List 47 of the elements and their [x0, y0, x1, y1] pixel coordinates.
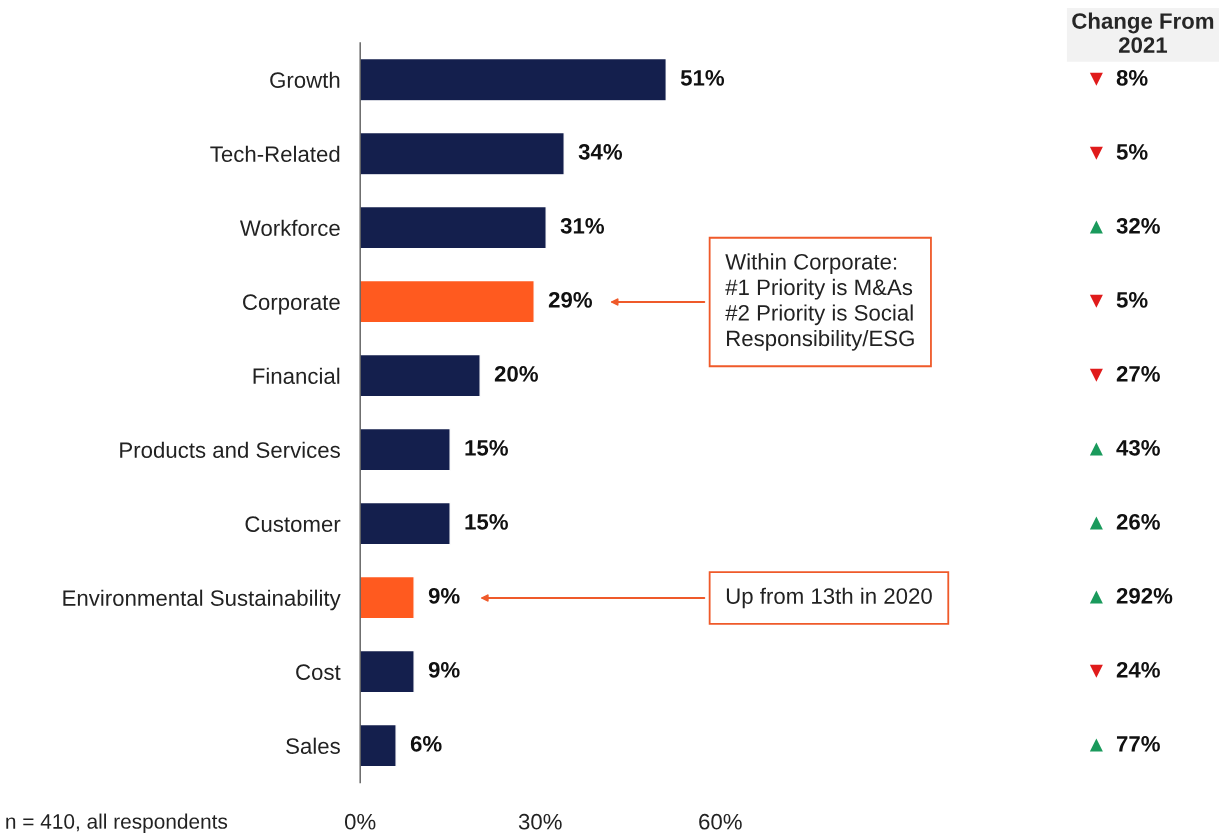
- y-tick-label: Sales: [286, 737, 340, 754]
- data-label: 6%: [410, 735, 442, 752]
- text: ▲ 32%: [1089, 217, 1160, 234]
- data-label: 9%: [428, 661, 460, 678]
- bar: [360, 131, 565, 176]
- y-tick-label: Environmental Sustainability: [63, 589, 341, 611]
- y-tick-label: Corporate: [243, 294, 340, 315]
- bar: [360, 353, 481, 398]
- bar: [360, 279, 535, 324]
- text: ▼ 27%: [1089, 365, 1160, 382]
- text: Up from 13th in 2020: [726, 587, 932, 609]
- data-label: 9%: [428, 587, 460, 604]
- text: n = 410, all respondents: [6, 813, 228, 833]
- y-tick-label: Products and Services: [120, 441, 340, 458]
- x-tick-label: 0%: [344, 813, 376, 830]
- text: ▲ 43%: [1089, 439, 1160, 456]
- data-label: 51%: [680, 70, 725, 86]
- data-label: 15%: [465, 513, 508, 530]
- x-tick-label: 30%: [518, 813, 562, 830]
- bar: [360, 501, 451, 546]
- text: ▲ 77%: [1089, 735, 1160, 752]
- data-label: 29%: [548, 291, 592, 308]
- text: ▲ 26%: [1089, 513, 1160, 530]
- text: ▼ 24%: [1089, 661, 1160, 678]
- x-tick-label: 60%: [699, 813, 742, 830]
- text: ▼ 5%: [1089, 292, 1148, 308]
- bar: [360, 427, 451, 472]
- data-label: 20%: [494, 365, 538, 382]
- y-tick-label: Cost: [296, 664, 341, 680]
- bar: [360, 723, 397, 768]
- y-tick-label: Customer: [245, 516, 341, 532]
- bar: [360, 575, 415, 620]
- text: ▼ 5%: [1089, 144, 1148, 160]
- text: Change From 2021: [1072, 12, 1214, 53]
- text: ▲ 292%: [1089, 587, 1173, 604]
- bar: [360, 649, 415, 694]
- bar: [360, 57, 667, 102]
- data-label: 31%: [560, 217, 605, 234]
- y-tick-label: Financial: [253, 367, 340, 384]
- data-label: 34%: [578, 143, 623, 160]
- y-tick-label: Growth: [270, 71, 340, 89]
- bar: [360, 205, 547, 250]
- text: Within Corporate: #1 Priority is M&As #2 Priority is Social Responsibility/ESG: [725, 253, 914, 351]
- y-tick-label: Workforce: [239, 219, 340, 236]
- data-label: 15%: [465, 440, 508, 456]
- text: ▼ 8%: [1089, 69, 1148, 86]
- y-tick-label: Tech-Related: [210, 145, 340, 162]
